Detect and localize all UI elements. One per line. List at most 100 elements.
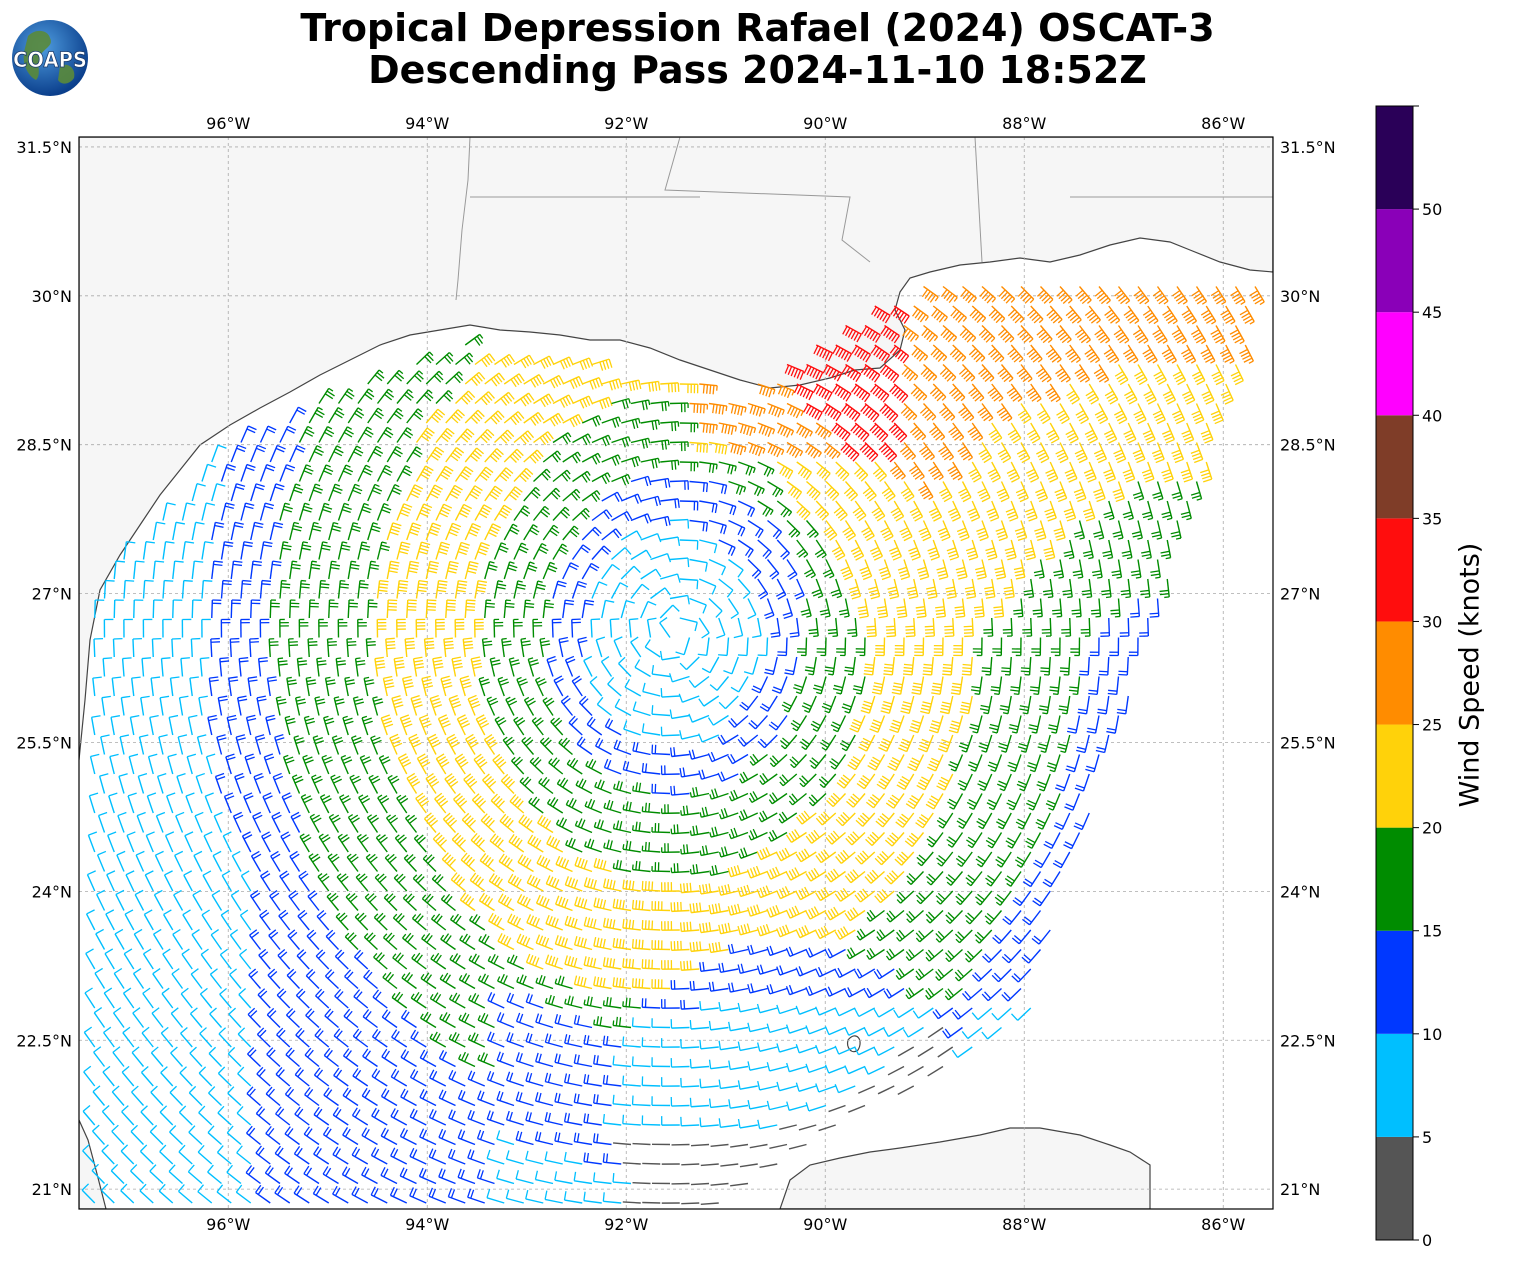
barb-feather (1194, 334, 1203, 341)
barb-feather (448, 352, 454, 357)
barb-feather (972, 297, 977, 303)
barb-feather (1222, 354, 1232, 360)
barb-feather (115, 560, 126, 563)
barb-shaft (815, 344, 833, 354)
barb-feather (923, 666, 933, 670)
barb-feather (1201, 300, 1207, 305)
barb-feather (1056, 358, 1062, 363)
barb-feather (1248, 360, 1254, 364)
barb-feather (1115, 319, 1121, 324)
barb-feather (1114, 289, 1123, 297)
barb-feather (1014, 316, 1023, 324)
barb-feather (1098, 294, 1107, 302)
wind-barb (1065, 344, 1081, 364)
barb-feather (703, 404, 705, 414)
barb-feather (1071, 609, 1081, 612)
barb-feather (1225, 318, 1234, 324)
barb-feather (866, 329, 873, 338)
barb-feather (971, 337, 977, 342)
wind-barb (902, 324, 919, 342)
barb-feather (1028, 350, 1037, 358)
barb-feather (886, 628, 896, 631)
barb-feather (882, 313, 888, 322)
barb-feather (386, 647, 396, 650)
barb-feather (1051, 356, 1060, 363)
barb-feather (1163, 312, 1173, 319)
barb-feather (942, 673, 952, 676)
barb-feather (667, 383, 670, 393)
barb-feather (928, 334, 936, 343)
barb-feather (813, 635, 819, 638)
barb-feather (605, 359, 610, 369)
barb-feather (875, 349, 883, 358)
barb-shaft (669, 518, 689, 522)
barb-feather (1181, 309, 1190, 316)
barb-feather (1190, 360, 1196, 364)
barb-feather (1252, 295, 1262, 302)
barb-feather (1144, 596, 1150, 599)
barb-feather (1220, 340, 1226, 345)
barb-feather (242, 579, 252, 582)
barb-shaft (455, 352, 470, 366)
barb-feather (876, 309, 883, 319)
state-border-tx-la (455, 137, 471, 301)
wind-barb (1056, 286, 1073, 304)
barb-feather (946, 293, 953, 302)
barb-feather (940, 328, 948, 337)
barb-feather (1137, 295, 1146, 302)
barb-feather (602, 360, 607, 370)
barb-feather (1239, 348, 1248, 355)
barb-feather (277, 657, 284, 660)
barb-feather (1060, 294, 1069, 302)
barb-feather (1032, 612, 1042, 615)
barb-feather (1000, 291, 1009, 300)
barb-feather (1242, 354, 1251, 360)
barb-feather (366, 644, 376, 647)
barb-feather (677, 382, 680, 392)
barb-feather (485, 602, 495, 605)
barb-feather (859, 350, 866, 360)
barb-feather (1013, 355, 1022, 363)
wind-barb (416, 351, 434, 366)
barb-feather (912, 308, 919, 317)
barb-shaft (1098, 325, 1111, 341)
barb-feather (385, 637, 395, 640)
barb-feather (979, 289, 987, 298)
barb-shaft (854, 344, 871, 356)
barb-feather (905, 632, 915, 634)
barb-feather (667, 440, 670, 446)
barb-feather (1164, 354, 1174, 361)
wind-barb (1017, 286, 1035, 304)
barb-feather (1196, 298, 1206, 305)
barb-feather (942, 330, 950, 339)
barb-shaft (1127, 305, 1140, 321)
barb-feather (1028, 338, 1034, 343)
barb-feather (981, 291, 989, 300)
barb-shaft (171, 638, 174, 658)
barb-feather (501, 637, 507, 640)
barb-feather (1132, 329, 1142, 336)
barb-feather (1068, 353, 1077, 361)
barb-feather (1042, 336, 1051, 344)
barb-feather (1233, 295, 1242, 302)
barb-feather (927, 292, 934, 301)
wind-barb (861, 324, 881, 343)
barb-feather (949, 348, 957, 356)
barb-feather (835, 347, 841, 356)
barb-shaft (1195, 286, 1208, 302)
barb-feather (1048, 299, 1054, 304)
barb-feather (366, 640, 376, 643)
barb-feather (565, 358, 571, 367)
barb-feather (1240, 351, 1250, 358)
barb-feather (952, 336, 958, 342)
barb-shaft (786, 363, 804, 373)
barb-feather (924, 628, 934, 631)
wind-barb (813, 344, 834, 362)
barb-feather (861, 326, 868, 335)
barb-feather (725, 405, 728, 412)
wind-barb (435, 351, 454, 366)
barb-feather (923, 356, 929, 361)
wind-barb (1152, 286, 1169, 305)
barb-feather (1037, 289, 1045, 297)
wind-barb (949, 344, 967, 363)
